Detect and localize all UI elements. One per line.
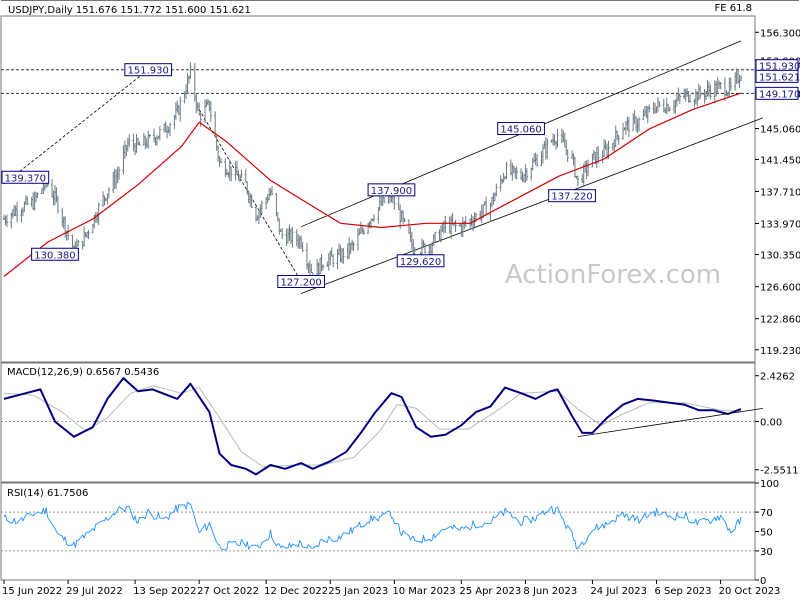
macd-axis: 2.4262 0.00 -2.5511 [755, 372, 799, 477]
axis-badge-151.621: 151.621 [755, 69, 800, 83]
price-label-137.220: 137.220 [548, 189, 596, 203]
x-axis-label: 13 Sep 2022 [133, 586, 196, 597]
rsi-levels [1, 511, 755, 552]
price-axis-label: 145.060 [760, 125, 800, 136]
price-label-box [396, 254, 445, 268]
axis-badge-text: 151.621 [759, 72, 800, 83]
x-axis-label: 12 Dec 2022 [264, 586, 328, 597]
rsi-axis-label: 100 [760, 479, 779, 490]
x-axis-label: 24 Jul 2023 [590, 586, 647, 597]
price-label-text: 137.900 [371, 186, 412, 197]
price-labels: 139.370 130.380 151.930 127.200 137.900 129.6… [1, 63, 596, 288]
price-label-box [277, 274, 325, 288]
x-axis-label: 20 Oct 2023 [719, 586, 781, 597]
macd-panel-frame [0, 362, 756, 483]
price-axis-label: 130.350 [760, 251, 800, 262]
price-label-139.370: 139.370 [1, 170, 50, 184]
price-label-text: 151.930 [128, 66, 169, 77]
x-axis-label: 25 Apr 2023 [459, 586, 521, 597]
price-label-145.060: 145.060 [497, 122, 545, 136]
moving-average-line [3, 92, 742, 277]
price-label-137.900: 137.900 [367, 183, 416, 197]
price-label-text: 137.220 [551, 192, 592, 203]
rsi-title: RSI(14) 61.7506 [7, 488, 88, 499]
price-axis-label: 122.860 [760, 315, 800, 326]
rsi-main-line [3, 501, 742, 551]
price-axis-label: 141.450 [760, 155, 800, 166]
price-axis-label: 133.970 [760, 220, 800, 231]
macd-axis-label: 0.00 [760, 418, 782, 429]
price-label-text: 127.200 [280, 277, 321, 288]
price-label-127.200: 127.200 [277, 274, 325, 288]
x-axis-label: 25 Jan 2023 [328, 586, 388, 597]
axis-badge-text: 151.930 [759, 62, 800, 73]
price-label-text: 130.380 [34, 250, 75, 261]
x-axis-label: 15 Jun 2022 [2, 586, 62, 597]
rsi-axis-label: 30 [760, 547, 773, 558]
price-trendline-0 [3, 69, 149, 185]
price-axis-label: 137.710 [760, 187, 800, 198]
price-axis-label: 126.600 [760, 283, 800, 294]
price-label-box [367, 183, 416, 197]
chart-header-title: USDJPY,Daily 151.676 151.772 151.600 151… [8, 5, 251, 16]
price-label-text: 139.370 [5, 173, 46, 184]
price-label-box [548, 189, 596, 203]
macd-axis-label: 2.4262 [760, 372, 795, 383]
axis-badge-text: 149.170 [759, 89, 800, 100]
fe-label: FE 61.8 [714, 3, 752, 14]
x-axis: 15 Jun 2022 29 Jul 2022 13 Sep 2022 27 Oct … [2, 580, 780, 597]
macd-axis-label: -2.5511 [760, 466, 799, 477]
price-label-box [124, 63, 173, 77]
price-label-box [497, 122, 545, 136]
rsi-line [3, 501, 742, 551]
macd-lines [3, 377, 763, 476]
x-axis-label: 29 Jul 2022 [66, 586, 123, 597]
price-label-151.930: 151.930 [124, 63, 173, 77]
macd-trendline [577, 407, 763, 438]
rsi-axis-label: 0 [760, 576, 766, 587]
price-axis: 156.300153.000149.170145.060141.450137.7… [755, 28, 800, 357]
price-axis-label: 119.230 [760, 346, 800, 357]
x-axis-label: 10 Mar 2023 [392, 586, 455, 597]
axis-badge-box [755, 69, 799, 83]
rsi-axis-label: 50 [760, 528, 773, 539]
price-axis-label: 156.300 [760, 28, 800, 39]
price-label-box [31, 247, 79, 261]
x-axis-label: 6 Sep 2023 [655, 586, 712, 597]
x-axis-label: 27 Oct 2022 [197, 586, 259, 597]
macd-title: MACD(12,26,9) 0.6567 0.5436 [7, 367, 159, 378]
price-panel-frame [0, 15, 756, 363]
price-label-130.380: 130.380 [31, 247, 79, 261]
price-label-text: 129.620 [400, 257, 441, 268]
axis-badge-149.170: 149.170 [755, 86, 800, 100]
price-label-129.620: 129.620 [396, 254, 445, 268]
price-label-box [1, 170, 50, 184]
macd-signal-line [3, 385, 742, 468]
watermark-text: ActionForex.com [505, 260, 721, 290]
rsi-axis-label: 70 [760, 508, 773, 519]
rsi-axis: 100 70 50 30 0 [755, 479, 779, 587]
macd-main-line [3, 377, 742, 476]
price-label-text: 145.060 [500, 125, 541, 136]
axis-badge-box [755, 86, 799, 100]
price-trendline-3 [300, 117, 763, 294]
x-axis-label: 8 Jun 2023 [523, 586, 577, 597]
moving-average [3, 92, 742, 277]
